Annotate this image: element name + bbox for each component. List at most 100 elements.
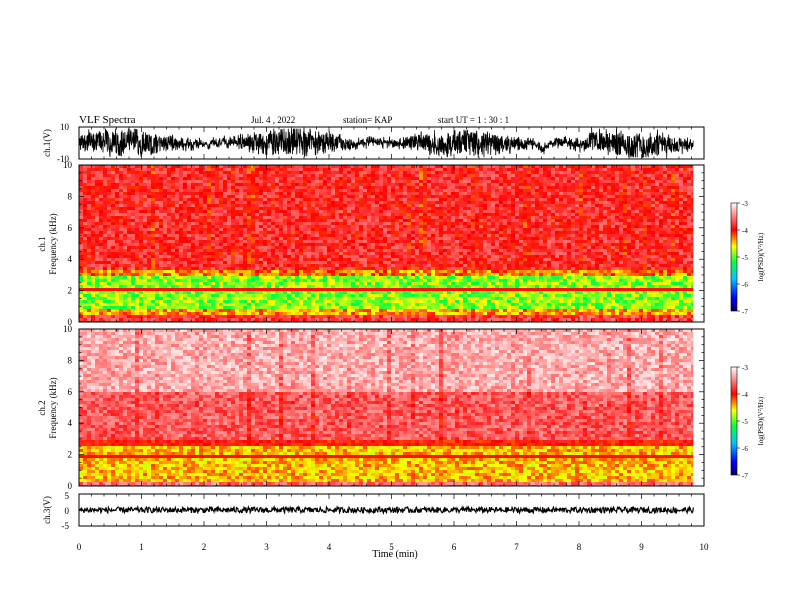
- spectrogram-cell: [83, 300, 87, 303]
- spectrogram-cell: [355, 255, 359, 258]
- spectrogram-cell: [247, 291, 251, 294]
- spectrogram-cell: [399, 204, 403, 207]
- spectrogram-cell: [291, 246, 295, 249]
- spectrogram-cell: [331, 240, 335, 243]
- spectrogram-cell: [243, 186, 247, 189]
- spectrogram-cell: [163, 255, 167, 258]
- spectrogram-cell: [131, 258, 135, 261]
- spectrogram-cell: [419, 237, 423, 240]
- spectrogram-cell: [215, 222, 219, 225]
- spectrogram-cell: [171, 228, 175, 231]
- spectrogram-cell: [195, 285, 199, 288]
- spectrogram-cell: [439, 228, 443, 231]
- spectrogram-cell: [103, 285, 107, 288]
- spectrogram-cell: [355, 210, 359, 213]
- spectrogram-cell: [103, 225, 107, 228]
- spectrogram-cell: [95, 225, 99, 228]
- spectrogram-cell: [95, 258, 99, 261]
- spectrogram-cell: [255, 204, 259, 207]
- spectrogram-cell: [279, 258, 283, 261]
- spectrogram-cell: [191, 174, 195, 177]
- spectrogram-cell: [303, 231, 307, 234]
- spectrogram-cell: [127, 297, 131, 300]
- spectrogram-cell: [311, 210, 315, 213]
- spectrogram-cell: [319, 240, 323, 243]
- spectrogram-cell: [347, 246, 351, 249]
- spectrogram-cell: [375, 255, 379, 258]
- spectrogram-cell: [331, 315, 335, 318]
- spectrogram-cell: [355, 174, 359, 177]
- spectrogram-cell: [139, 237, 143, 240]
- spectrogram-cell: [415, 192, 419, 195]
- spectrogram-cell: [267, 270, 271, 273]
- spectrogram-cell: [307, 306, 311, 309]
- spectrogram-cell: [79, 183, 83, 186]
- spectrogram-cell: [123, 279, 127, 282]
- spectrogram-cell: [435, 207, 439, 210]
- spectrogram-cell: [103, 219, 107, 222]
- spectrogram-cell: [211, 186, 215, 189]
- spectrogram-cell: [295, 282, 299, 285]
- spectrogram-cell: [119, 312, 123, 315]
- spectrogram-cell: [355, 222, 359, 225]
- spectrogram-cell: [375, 216, 379, 219]
- spectrogram-cell: [179, 306, 183, 309]
- spectrogram-cell: [135, 276, 139, 279]
- spectrogram-cell: [211, 240, 215, 243]
- spectrogram-cell: [171, 207, 175, 210]
- spectrogram-cell: [111, 261, 115, 264]
- spectrogram-cell: [131, 186, 135, 189]
- spectrogram-cell: [215, 165, 219, 168]
- spectrogram-cell: [323, 165, 327, 168]
- spectrogram-cell: [263, 249, 267, 252]
- spectrogram-cell: [79, 237, 83, 240]
- spectrogram-cell: [391, 213, 395, 216]
- spectrogram-cell: [315, 204, 319, 207]
- spectrogram-cell: [283, 222, 287, 225]
- spectrogram-cell: [351, 240, 355, 243]
- spectrogram-cell: [311, 165, 315, 168]
- spectrogram-cell: [375, 189, 379, 192]
- spectrogram-cell: [315, 288, 319, 291]
- spectrogram-cell: [231, 207, 235, 210]
- spectrogram-cell: [199, 225, 203, 228]
- spectrogram-cell: [335, 297, 339, 300]
- spectrogram-cell: [435, 288, 439, 291]
- spectrogram-cell: [279, 201, 283, 204]
- spectrogram-cell: [363, 207, 367, 210]
- spectrogram-cell: [143, 318, 147, 321]
- spectrogram-cell: [143, 255, 147, 258]
- spectrogram-cell: [171, 303, 175, 306]
- spectrogram-cell: [251, 192, 255, 195]
- spectrogram-cell: [207, 315, 211, 318]
- spectrogram-cell: [335, 195, 339, 198]
- spectrogram-cell: [219, 249, 223, 252]
- spectrogram-cell: [323, 192, 327, 195]
- spectrogram-cell: [371, 213, 375, 216]
- spectrogram-cell: [99, 228, 103, 231]
- spectrogram-cell: [339, 243, 343, 246]
- spectrogram-cell: [375, 201, 379, 204]
- spectrogram-cell: [231, 252, 235, 255]
- spectrogram-cell: [359, 237, 363, 240]
- spectrogram-cell: [283, 303, 287, 306]
- spectrogram-cell: [283, 285, 287, 288]
- spectrogram-cell: [295, 303, 299, 306]
- spectrogram-cell: [135, 264, 139, 267]
- spectrogram-cell: [375, 279, 379, 282]
- spectrogram-cell: [147, 183, 151, 186]
- spectrogram-cell: [267, 264, 271, 267]
- spectrogram-cell: [407, 306, 411, 309]
- spectrogram-cell: [431, 264, 435, 267]
- spectrogram-cell: [415, 237, 419, 240]
- spectrogram-cell: [339, 273, 343, 276]
- spectrogram-cell: [103, 168, 107, 171]
- spectrogram-cell: [191, 312, 195, 315]
- spectrogram-cell: [339, 207, 343, 210]
- spectrogram-cell: [251, 285, 255, 288]
- spectrogram-cell: [435, 294, 439, 297]
- spectrogram-cell: [131, 210, 135, 213]
- spectrogram-cell: [155, 255, 159, 258]
- spectrogram-cell: [223, 288, 227, 291]
- spectrogram-cell: [347, 306, 351, 309]
